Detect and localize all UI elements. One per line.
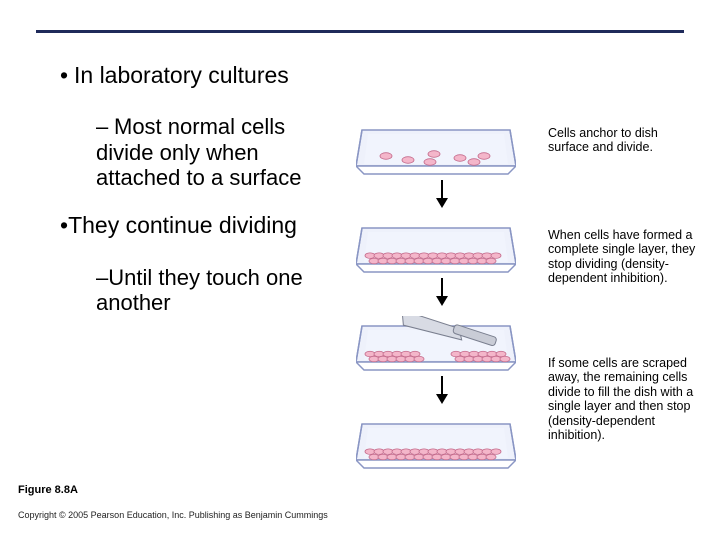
bullet-level2: –Most normal cells divide only when atta…	[96, 114, 326, 190]
down-arrow-icon	[436, 278, 448, 306]
bullet3-text: They continue dividing	[68, 212, 297, 238]
culture-dish	[356, 218, 516, 264]
bullet1-text: In laboratory cultures	[74, 62, 289, 88]
header-rule	[36, 30, 684, 33]
bullet4-text: Until they touch one another	[96, 265, 303, 315]
diagram-caption: When cells have formed a complete single…	[548, 228, 698, 286]
diagram-caption: If some cells are scraped away, the rema…	[548, 356, 698, 442]
copyright-text: Copyright © 2005 Pearson Education, Inc.…	[18, 510, 328, 520]
figure-label: Figure 8.8A	[18, 484, 78, 496]
bullet-level1: •In laboratory cultures	[60, 62, 360, 88]
culture-dish	[356, 120, 516, 166]
culture-dish	[356, 316, 516, 362]
down-arrow-icon	[436, 376, 448, 404]
bullet-list: •In laboratory cultures –Most normal cel…	[60, 62, 360, 315]
down-arrow-icon	[436, 180, 448, 208]
bullet-level2: –Until they touch one another	[96, 265, 326, 316]
culture-dish	[356, 414, 516, 460]
bullet2-text: Most normal cells divide only when attac…	[96, 114, 301, 190]
bullet-level1: •They continue dividing	[60, 212, 360, 238]
cell-culture-diagram: Cells anchor to dish surface and divide.…	[356, 120, 706, 480]
diagram-caption: Cells anchor to dish surface and divide.	[548, 126, 698, 155]
